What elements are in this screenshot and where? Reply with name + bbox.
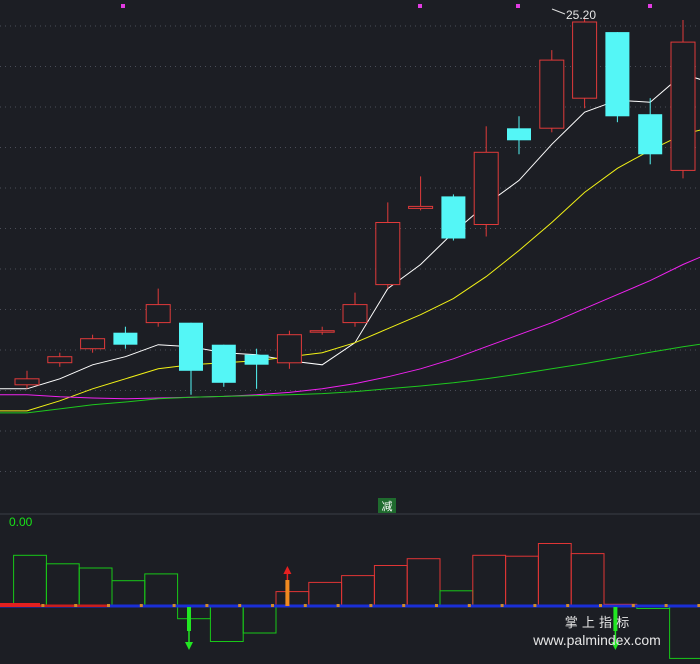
zero-tick [402, 604, 406, 607]
up-bar [285, 580, 290, 606]
candle [408, 176, 434, 211]
candle [507, 116, 531, 155]
candle-body [670, 41, 696, 171]
candle-body [244, 354, 269, 365]
candle [375, 202, 401, 289]
zero-tick [566, 604, 570, 607]
ma-line-3 [0, 256, 700, 400]
zero-line-red [0, 603, 40, 607]
zero-tick [500, 604, 504, 607]
zero-tick [599, 604, 602, 607]
zero-tick [336, 604, 340, 607]
zero-tick [369, 604, 373, 607]
candle [572, 18, 598, 109]
top-marker [121, 4, 125, 8]
zero-tick [631, 604, 635, 607]
ma-line-4 [0, 343, 700, 414]
ma-line-2 [0, 129, 700, 412]
candle [211, 344, 236, 387]
zero-tick [205, 604, 209, 607]
candle [670, 20, 696, 179]
candle-body [605, 32, 630, 117]
candle [309, 326, 335, 335]
candle-body [507, 128, 531, 141]
candle [179, 322, 203, 395]
indicator-value: 0.00 [9, 515, 33, 529]
candle-body [473, 151, 499, 225]
down-arrow-head [185, 642, 193, 650]
zero-tick [238, 604, 242, 607]
candle-body [145, 304, 171, 324]
top-marker [516, 4, 520, 8]
zero-tick [303, 604, 307, 607]
candle [276, 330, 302, 369]
top-markers [121, 4, 652, 8]
candle [638, 98, 663, 165]
candle-body [113, 332, 138, 345]
candle-body [572, 21, 598, 99]
candle-body [441, 196, 466, 239]
candle-body [539, 59, 565, 129]
zero-tick [271, 604, 274, 607]
candle [605, 32, 630, 123]
candle-body [309, 330, 335, 333]
candle-body [276, 334, 302, 364]
candle-body [80, 338, 106, 350]
zero-tick [467, 604, 471, 607]
zero-tick [107, 604, 110, 607]
zero-tick [533, 604, 537, 607]
zero-tick [139, 604, 143, 607]
candle [441, 194, 466, 241]
watermark-cn: 掌 上 指 标 [565, 616, 629, 631]
zero-tick [74, 604, 78, 607]
zero-tick [172, 604, 176, 607]
moving-average-lines [0, 73, 700, 414]
candle [47, 352, 73, 367]
candle [342, 292, 368, 327]
candle-body [342, 304, 368, 324]
zero-line [0, 604, 700, 608]
down-bar [613, 607, 618, 631]
indicator-value-prefix: : [0, 515, 1, 529]
zero-tick [435, 604, 438, 607]
max-price-annotation: 25.20 [551, 8, 596, 22]
candle [145, 288, 171, 327]
top-marker [648, 4, 652, 8]
zero-tick [664, 604, 668, 607]
top-marker [418, 4, 422, 8]
candlestick-series [14, 18, 696, 395]
signal-badge: 减 [382, 500, 393, 513]
candle-body [179, 322, 203, 371]
candle-body [47, 356, 73, 364]
candle [539, 50, 565, 133]
watermark-url: www.palmindex.com [532, 632, 661, 648]
candle-body [638, 114, 663, 155]
candle [244, 348, 269, 389]
signal-badge-bg [378, 498, 396, 513]
candle-body [211, 344, 236, 383]
up-arrow-head [283, 566, 292, 574]
candle-body [14, 378, 40, 386]
candle [473, 126, 499, 237]
candle [14, 370, 40, 389]
candle [113, 326, 138, 349]
candle-body [375, 222, 401, 286]
candle-body [408, 205, 434, 209]
zero-tick [697, 604, 700, 607]
down-arrow-head [611, 642, 620, 650]
max-price-label: 25.20 [566, 8, 596, 22]
indicator-panel [0, 543, 700, 659]
zero-tick [41, 604, 45, 607]
down-bar [187, 607, 191, 631]
candle [80, 334, 106, 353]
